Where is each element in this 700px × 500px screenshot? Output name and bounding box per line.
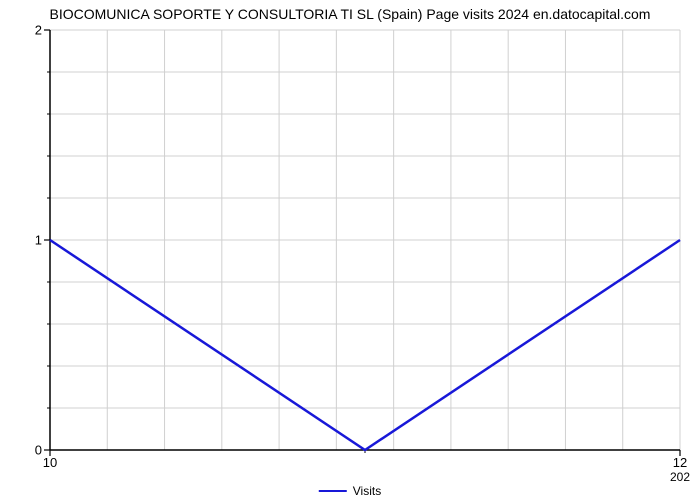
chart-title: BIOCOMUNICA SOPORTE Y CONSULTORIA TI SL … [0,0,700,22]
x-tick-label: 10 [43,455,57,470]
y-tick-label: 0 [35,443,42,458]
chart-plot-area [50,30,680,450]
x-secondary-label: 202 [670,470,690,484]
legend-line-swatch [319,490,347,492]
y-tick-label: 2 [35,23,42,38]
legend-label: Visits [353,484,381,498]
y-tick-label: 1 [35,233,42,248]
chart-legend: Visits [319,484,381,498]
x-tick-label: 12 [673,455,687,470]
chart-svg [50,30,680,450]
